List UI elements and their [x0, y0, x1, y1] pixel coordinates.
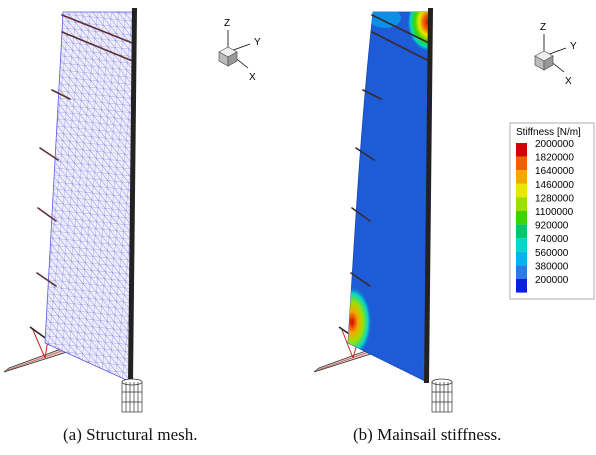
legend-swatch [516, 238, 527, 252]
legend-value: 1100000 [535, 207, 574, 218]
legend-swatch [516, 170, 527, 184]
sail-mesh [44, 11, 137, 383]
legend-value: 1820000 [535, 153, 574, 164]
legend-swatch [516, 143, 527, 157]
caption-mainsail-stiffness: (b) Mainsail stiffness. [353, 425, 502, 444]
y-axis-label-a: Y [254, 37, 261, 48]
caption-structural-mesh: (a) Structural mesh. [63, 425, 198, 444]
axis-triad-a: Z Y X [218, 18, 261, 83]
x-axis-label-b: X [565, 76, 572, 87]
panel-b-mainsail-stiffness [313, 8, 453, 413]
legend-value: 2000000 [535, 139, 574, 150]
legend-value: 740000 [535, 234, 569, 245]
x-axis-label-a: X [249, 72, 256, 83]
legend-value: 1460000 [535, 180, 574, 191]
legend-value: 920000 [535, 221, 569, 232]
panel-a-structural-mesh [3, 8, 143, 413]
legend-title: Stiffness [N/m] [516, 127, 581, 138]
legend-value: 1640000 [535, 166, 574, 177]
z-axis-label-a: Z [224, 18, 230, 29]
legend-swatch [516, 156, 527, 171]
y-axis-label-b: Y [570, 41, 577, 52]
legend-swatch [516, 279, 527, 293]
mast-a [128, 8, 137, 383]
legend-value: 1280000 [535, 193, 574, 204]
mast-foot-b [431, 378, 453, 413]
battens-a [36, 14, 136, 287]
axis-triad-b: Z Y X [534, 22, 577, 87]
stiffness-legend: Stiffness [N/m] 2000000 1820000 1640000 146… [509, 122, 595, 300]
mast-b [424, 8, 433, 383]
legend-value: 380000 [535, 261, 569, 272]
legend-swatch [516, 183, 527, 198]
legend-swatch [516, 265, 527, 279]
legend-swatch [516, 251, 527, 266]
z-axis-label-b: Z [540, 22, 546, 33]
legend-value: 200000 [535, 275, 569, 286]
battens-b [350, 14, 432, 287]
mast-foot-a [121, 378, 143, 413]
hotspot-tack [348, 286, 372, 358]
legend-swatch [516, 224, 527, 239]
legend-swatch [516, 197, 527, 211]
legend-swatch [516, 211, 527, 225]
legend-value: 560000 [535, 248, 569, 259]
